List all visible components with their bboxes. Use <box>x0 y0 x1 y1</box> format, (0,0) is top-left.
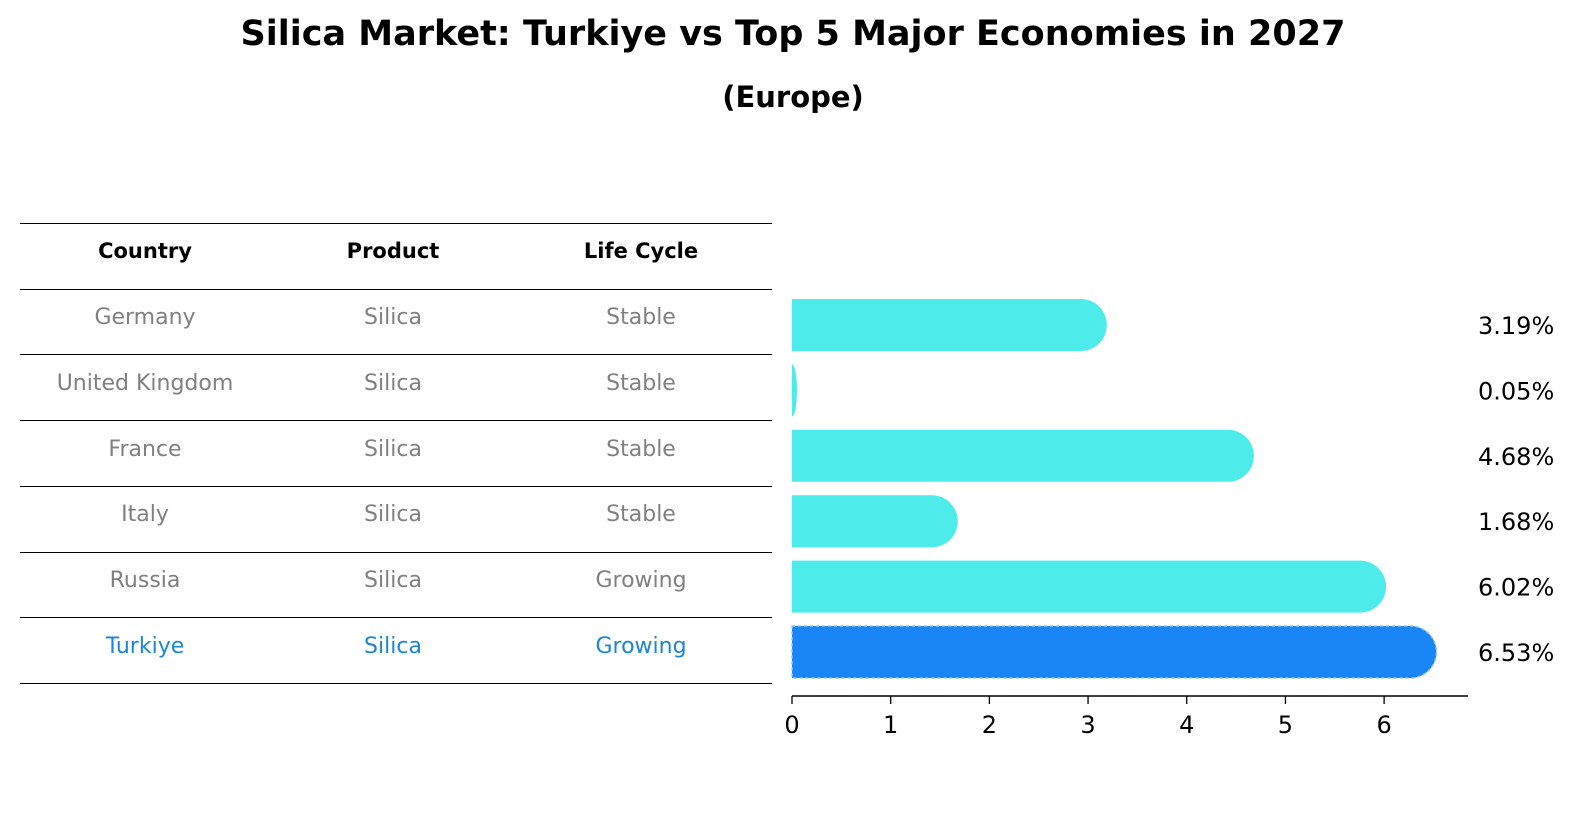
value-label: 0.05% <box>1478 377 1554 405</box>
table-rule <box>20 289 772 290</box>
cell-country: Russia <box>109 568 181 593</box>
cell-life-cycle: Stable <box>606 305 676 330</box>
x-tick-label: 0 <box>784 711 799 739</box>
cell-country: United Kingdom <box>56 371 234 396</box>
cell-country: Germany <box>94 305 196 330</box>
cell-product: Silica <box>364 305 422 330</box>
bar-france <box>792 429 1254 482</box>
table-rule <box>20 354 772 355</box>
chart-subtitle: (Europe) <box>722 80 864 114</box>
value-label: 6.02% <box>1478 574 1554 602</box>
bar-united-kingdom <box>792 364 797 417</box>
cell-country: Italy <box>121 502 169 527</box>
cell-product-highlight: Silica <box>364 634 422 659</box>
table-rule <box>20 420 772 421</box>
table-rule <box>20 486 772 487</box>
cell-country-highlight: Turkiye <box>105 634 185 659</box>
x-tick-label: 6 <box>1376 711 1391 739</box>
header-life-cycle: Life Cycle <box>583 239 699 263</box>
value-label: 6.53% <box>1478 639 1554 667</box>
chart-title: Silica Market: Turkiye vs Top 5 Major Ec… <box>240 14 1346 54</box>
header-product: Product <box>346 239 440 263</box>
bar-russia <box>792 560 1387 613</box>
bar-germany <box>792 299 1107 351</box>
bar-turkiye <box>791 625 1438 679</box>
cell-country: France <box>108 437 182 462</box>
x-tick-label: 3 <box>1080 711 1095 739</box>
table-rule <box>20 683 772 684</box>
cell-life-cycle: Stable <box>606 371 676 396</box>
cell-life-cycle: Growing <box>595 568 687 593</box>
cell-product: Silica <box>364 371 422 396</box>
cell-life-cycle: Stable <box>606 502 676 527</box>
cell-product: Silica <box>364 502 422 527</box>
x-tick-label: 5 <box>1278 711 1293 739</box>
table-rule <box>20 552 772 553</box>
value-label: 1.68% <box>1478 508 1554 536</box>
cell-life-cycle: Stable <box>606 437 676 462</box>
x-tick-label: 1 <box>883 711 898 739</box>
x-tick-label: 2 <box>982 711 997 739</box>
value-label: 3.19% <box>1478 312 1554 340</box>
cell-product: Silica <box>364 568 422 593</box>
value-label: 4.68% <box>1478 443 1554 471</box>
table-rule <box>20 617 772 618</box>
bar-italy <box>792 495 958 548</box>
header-country: Country <box>98 239 192 263</box>
cell-life-cycle-highlight: Growing <box>595 634 687 659</box>
table-rule <box>20 223 772 224</box>
cell-product: Silica <box>364 437 422 462</box>
x-tick-label: 4 <box>1179 711 1194 739</box>
